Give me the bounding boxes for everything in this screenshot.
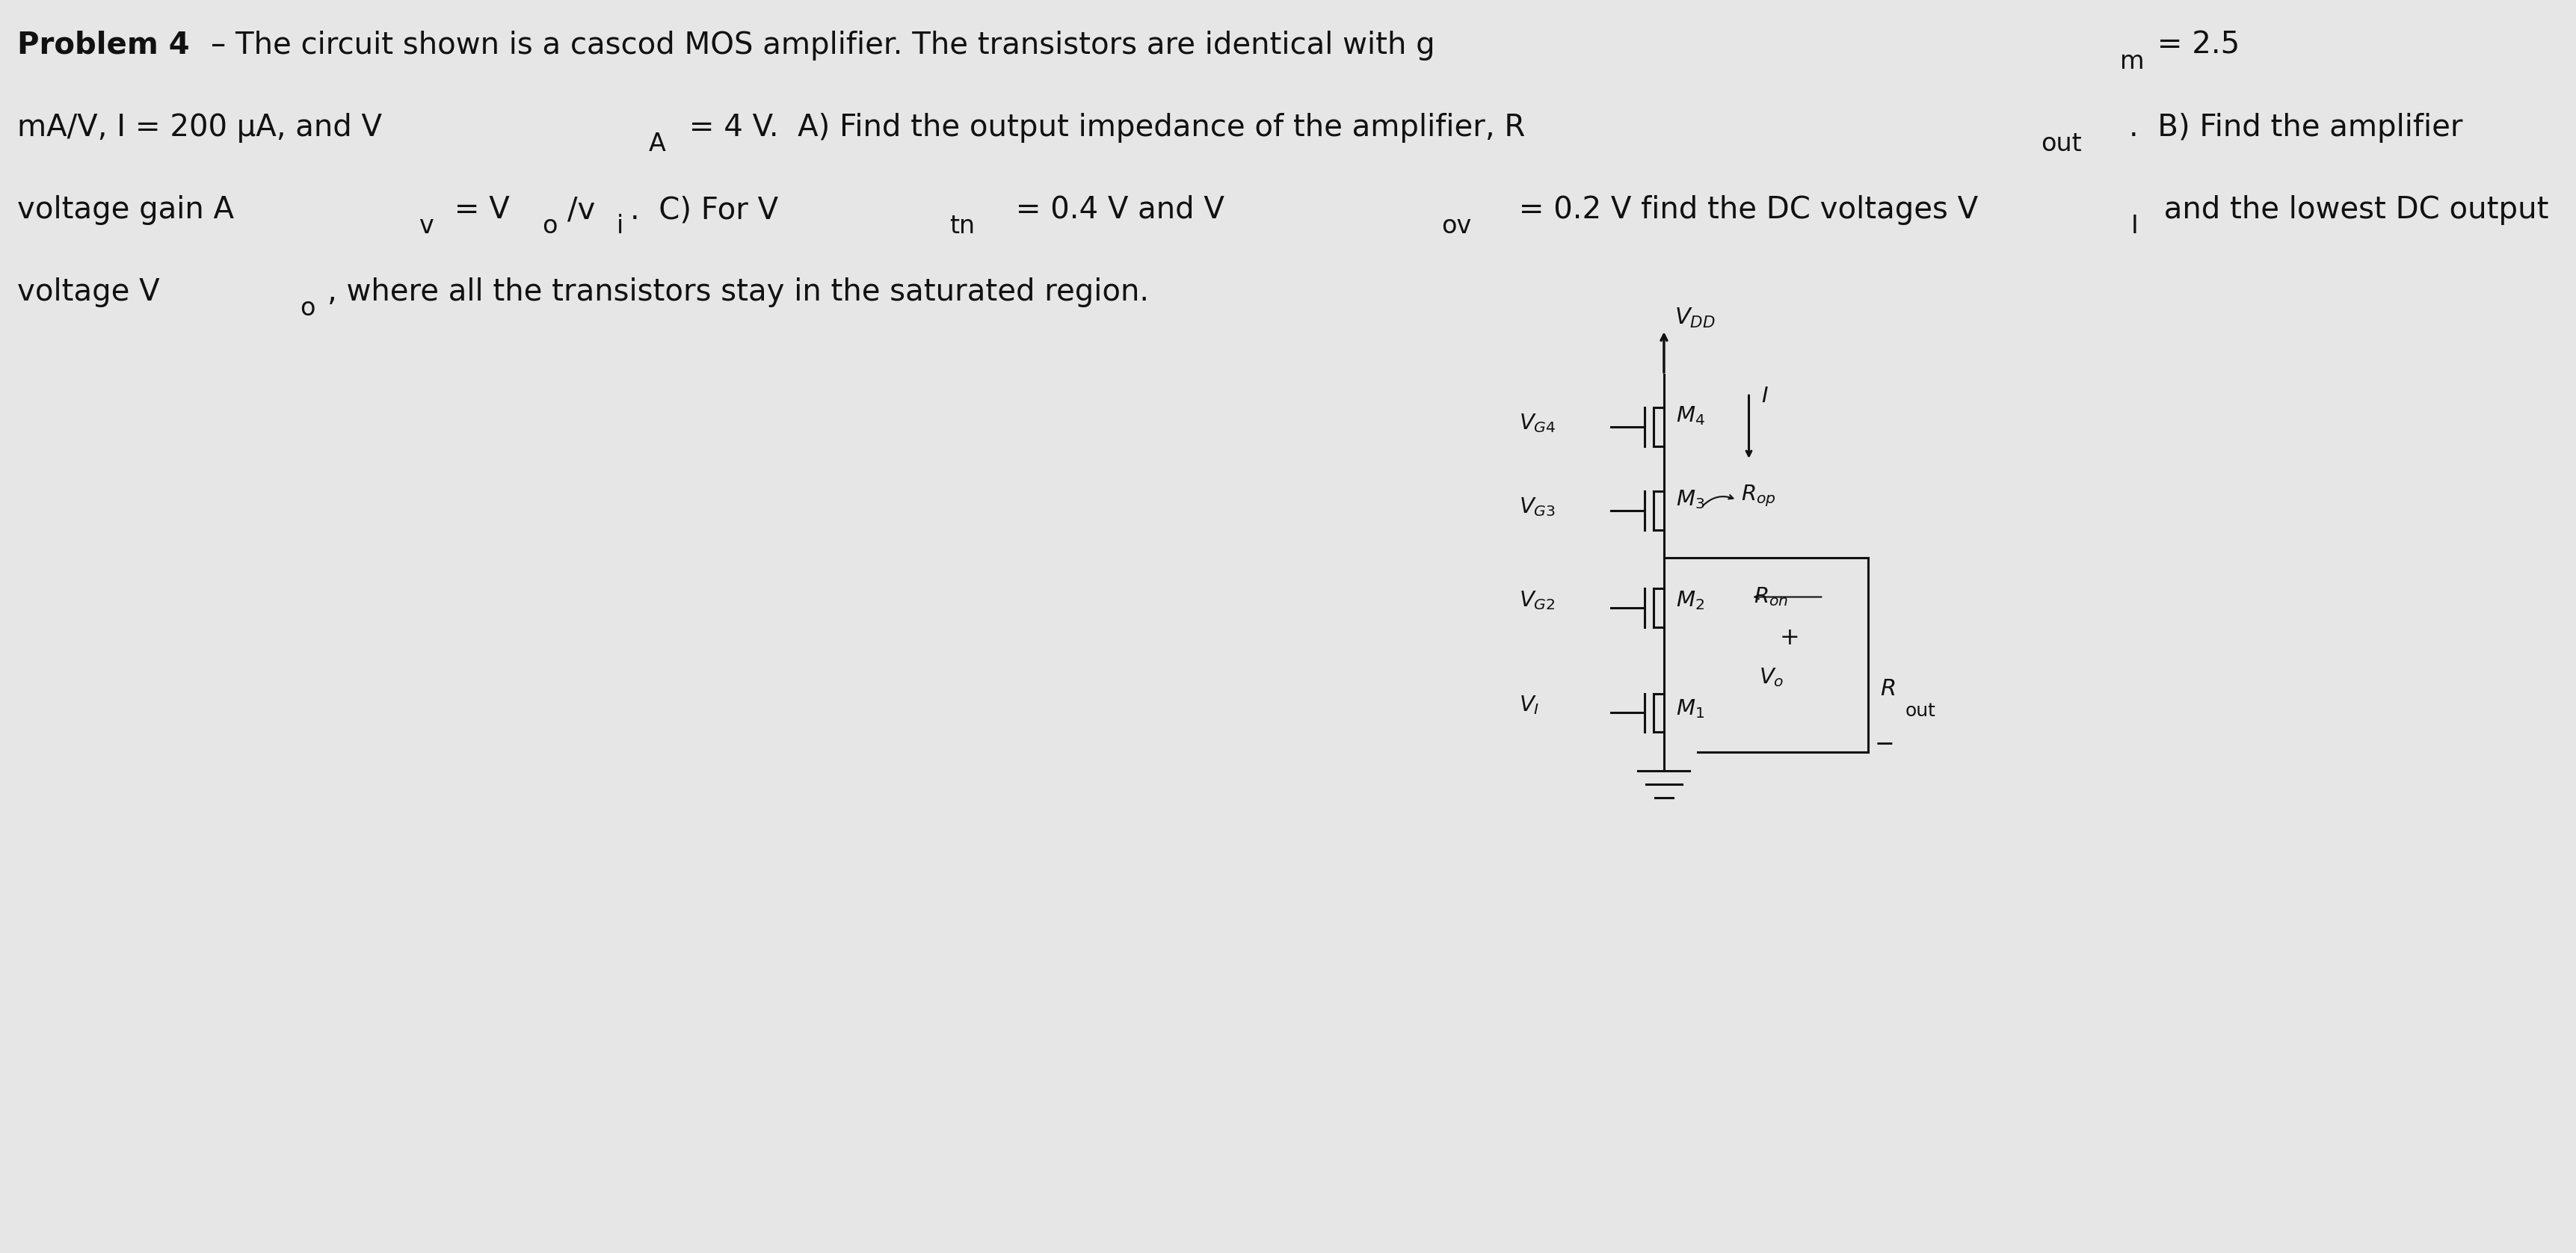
Text: voltage V: voltage V [18, 277, 160, 307]
Text: +: + [1780, 626, 1801, 649]
Text: /v: /v [567, 195, 595, 226]
Text: = 0.2 V find the DC voltages V: = 0.2 V find the DC voltages V [1510, 195, 1978, 226]
Text: R: R [1880, 678, 1896, 699]
Text: $M_1$: $M_1$ [1677, 698, 1705, 720]
Text: $V_{G4}$: $V_{G4}$ [1520, 412, 1556, 435]
Text: i: i [616, 214, 623, 238]
Text: $R_{on}$: $R_{on}$ [1754, 586, 1788, 608]
Text: $V_o$: $V_o$ [1759, 667, 1785, 688]
Text: = 0.4 V and V: = 0.4 V and V [1007, 195, 1224, 226]
Text: mA/V, I = 200 μA, and V: mA/V, I = 200 μA, and V [18, 113, 381, 143]
Text: out: out [2040, 132, 2081, 157]
Text: I: I [1762, 386, 1767, 407]
Text: −: − [1875, 733, 1893, 757]
Text: and the lowest DC output: and the lowest DC output [2154, 195, 2548, 226]
Text: o: o [301, 296, 314, 321]
Text: o: o [541, 214, 556, 238]
Text: m: m [2120, 49, 2146, 74]
Text: $V_{DD}$: $V_{DD}$ [1674, 307, 1716, 330]
Text: , where all the transistors stay in the saturated region.: , where all the transistors stay in the … [327, 277, 1149, 307]
Text: v: v [420, 214, 435, 238]
Text: – The circuit shown is a cascod MOS amplifier. The transistors are identical wit: – The circuit shown is a cascod MOS ampl… [211, 30, 1435, 60]
Text: $V_{G2}$: $V_{G2}$ [1520, 590, 1556, 611]
Text: ov: ov [1440, 214, 1471, 238]
Text: $M_4$: $M_4$ [1677, 405, 1705, 427]
Text: .  C) For V: . C) For V [631, 195, 778, 226]
FancyArrowPatch shape [1754, 595, 1821, 599]
Text: A: A [649, 132, 665, 157]
Text: = 4 V.  A) Find the output impedance of the amplifier, R: = 4 V. A) Find the output impedance of t… [680, 113, 1525, 143]
Text: = V: = V [446, 195, 510, 226]
Text: $M_3$: $M_3$ [1677, 489, 1705, 511]
Text: Problem 4: Problem 4 [18, 30, 191, 60]
FancyArrowPatch shape [1703, 495, 1734, 506]
Text: .  B) Find the amplifier: . B) Find the amplifier [2130, 113, 2463, 143]
Text: I: I [2130, 214, 2138, 238]
Text: voltage gain A: voltage gain A [18, 195, 234, 226]
Text: $V_{G3}$: $V_{G3}$ [1520, 496, 1556, 519]
Text: out: out [1906, 702, 1935, 720]
Text: $R_{op}$: $R_{op}$ [1741, 484, 1775, 509]
Text: = 2.5: = 2.5 [2148, 30, 2239, 60]
Text: $V_I$: $V_I$ [1520, 694, 1540, 717]
Text: $M_2$: $M_2$ [1677, 590, 1705, 611]
Text: tn: tn [951, 214, 974, 238]
